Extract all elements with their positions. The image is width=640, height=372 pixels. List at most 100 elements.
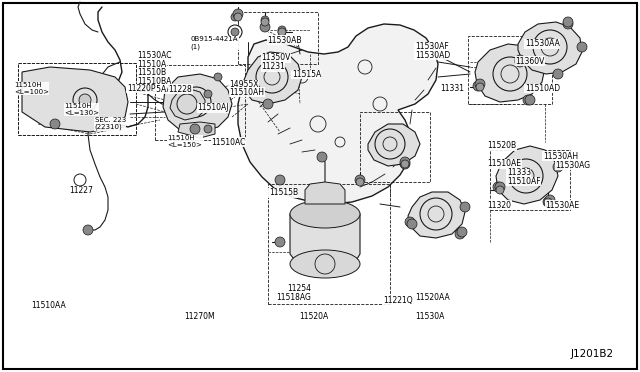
- Polygon shape: [518, 22, 582, 74]
- Text: 11510H
<L=150>: 11510H <L=150>: [168, 135, 202, 148]
- Text: 11530AA: 11530AA: [525, 39, 559, 48]
- Polygon shape: [496, 146, 558, 204]
- Circle shape: [457, 227, 467, 237]
- Circle shape: [515, 55, 525, 65]
- Circle shape: [261, 16, 269, 24]
- Circle shape: [455, 229, 465, 239]
- Circle shape: [79, 94, 91, 106]
- Text: 11228: 11228: [168, 85, 193, 94]
- Text: 11518AG: 11518AG: [276, 293, 311, 302]
- Text: 14955X: 14955X: [229, 80, 259, 89]
- Circle shape: [553, 69, 563, 79]
- Bar: [238, 12, 318, 64]
- Text: 11220P: 11220P: [127, 84, 156, 93]
- Text: 11350V: 11350V: [261, 53, 291, 62]
- Circle shape: [563, 19, 573, 29]
- Text: 11510AF: 11510AF: [507, 177, 541, 186]
- Circle shape: [278, 28, 286, 36]
- Polygon shape: [475, 44, 545, 102]
- Text: 11530AD: 11530AD: [415, 51, 450, 60]
- Circle shape: [317, 152, 327, 162]
- Text: 11515AA: 11515AA: [138, 85, 172, 94]
- Circle shape: [553, 162, 563, 172]
- Text: 11520B: 11520B: [488, 141, 517, 150]
- Circle shape: [523, 95, 533, 105]
- Text: 11254: 11254: [287, 284, 311, 293]
- Polygon shape: [238, 24, 438, 204]
- Bar: [490, 150, 570, 210]
- Text: 11333: 11333: [507, 169, 531, 177]
- Bar: [468, 36, 552, 104]
- Circle shape: [214, 73, 222, 81]
- Circle shape: [263, 99, 273, 109]
- Text: 11510AH: 11510AH: [229, 88, 264, 97]
- Text: 11520AA: 11520AA: [415, 293, 449, 302]
- Bar: [155, 65, 245, 140]
- Circle shape: [543, 197, 553, 207]
- Polygon shape: [22, 67, 128, 132]
- Circle shape: [473, 81, 483, 91]
- Text: 11331: 11331: [440, 84, 464, 93]
- Bar: [18, 63, 136, 135]
- Circle shape: [563, 17, 573, 27]
- Circle shape: [231, 28, 239, 36]
- Circle shape: [405, 217, 415, 227]
- Text: 11360V: 11360V: [515, 57, 545, 66]
- Circle shape: [544, 198, 552, 206]
- Text: 11270M: 11270M: [184, 312, 215, 321]
- Text: 11530AG: 11530AG: [556, 161, 591, 170]
- Circle shape: [476, 83, 484, 91]
- Text: 11515B: 11515B: [269, 188, 298, 197]
- Circle shape: [233, 9, 243, 19]
- Circle shape: [356, 178, 364, 186]
- Text: 11510BA: 11510BA: [138, 77, 172, 86]
- Circle shape: [400, 157, 410, 167]
- Text: 0B915-4421A
(1): 0B915-4421A (1): [191, 36, 238, 49]
- Text: SEC. 223
(22310): SEC. 223 (22310): [95, 117, 126, 130]
- Bar: [18, 63, 136, 135]
- Circle shape: [407, 219, 417, 229]
- Circle shape: [515, 57, 525, 67]
- Text: 11510A: 11510A: [138, 60, 167, 69]
- Text: 11530AF: 11530AF: [415, 42, 449, 51]
- Text: 11510H
<L=130>: 11510H <L=130>: [64, 103, 99, 116]
- Circle shape: [475, 79, 485, 89]
- Text: 11515A: 11515A: [292, 70, 321, 79]
- Text: 11530AB: 11530AB: [268, 36, 302, 45]
- Text: 11510H
<L=100>: 11510H <L=100>: [14, 82, 49, 95]
- Circle shape: [493, 182, 503, 192]
- Text: 11221Q: 11221Q: [383, 296, 412, 305]
- Bar: [268, 184, 390, 304]
- Polygon shape: [170, 89, 205, 120]
- Text: 11510AD: 11510AD: [525, 84, 560, 93]
- Text: 11320: 11320: [488, 201, 512, 210]
- Circle shape: [495, 182, 505, 192]
- Circle shape: [189, 95, 203, 109]
- Text: 11510AJ: 11510AJ: [197, 103, 228, 112]
- Text: 11530A: 11530A: [415, 312, 444, 321]
- Circle shape: [460, 202, 470, 212]
- Circle shape: [400, 159, 410, 169]
- Polygon shape: [408, 192, 465, 238]
- Text: 11530AH: 11530AH: [543, 152, 578, 161]
- Text: 11227: 11227: [69, 186, 93, 195]
- Circle shape: [545, 195, 555, 205]
- Polygon shape: [244, 52, 302, 104]
- Circle shape: [228, 25, 242, 39]
- Ellipse shape: [290, 200, 360, 228]
- Circle shape: [525, 95, 535, 105]
- Circle shape: [50, 119, 60, 129]
- Text: 11530AE: 11530AE: [545, 201, 579, 210]
- Circle shape: [83, 225, 93, 235]
- Circle shape: [190, 124, 200, 134]
- Polygon shape: [305, 182, 345, 204]
- Circle shape: [355, 175, 365, 185]
- Text: 11510AA: 11510AA: [31, 301, 65, 310]
- Circle shape: [275, 175, 285, 185]
- Text: 11530AC: 11530AC: [138, 51, 172, 60]
- Ellipse shape: [290, 250, 360, 278]
- Circle shape: [260, 22, 270, 32]
- Bar: [360, 112, 430, 182]
- Circle shape: [401, 160, 409, 168]
- Circle shape: [261, 18, 269, 26]
